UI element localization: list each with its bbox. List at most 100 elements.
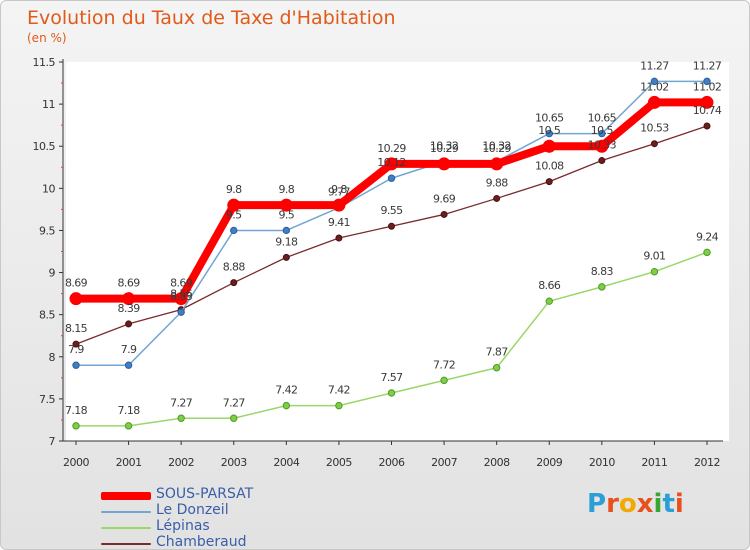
data-label-le-donzeil: 10.32 xyxy=(430,139,459,152)
data-label-sous-parsat: 8.69 xyxy=(170,277,193,290)
data-label-le-donzeil: 8.53 xyxy=(170,290,193,303)
x-tick-label: 2003 xyxy=(221,456,247,469)
data-label-lepinas: 9.24 xyxy=(696,230,719,243)
data-point-chamberaud xyxy=(335,234,343,242)
data-label-sous-parsat: 10.29 xyxy=(377,142,406,155)
data-label-lepinas: 7.18 xyxy=(65,404,88,417)
data-label-le-donzeil: 11.27 xyxy=(693,59,722,72)
data-point-sous-parsat xyxy=(332,198,346,212)
data-point-le-donzeil xyxy=(230,226,238,235)
data-point-lepinas xyxy=(387,389,396,397)
data-point-chamberaud xyxy=(650,140,658,148)
data-label-le-donzeil: 10.65 xyxy=(535,112,564,125)
data-label-chamberaud: 10.33 xyxy=(588,139,617,152)
data-label-le-donzeil: 10.65 xyxy=(588,112,617,125)
data-point-lepinas xyxy=(440,376,448,385)
data-point-le-donzeil xyxy=(545,129,553,138)
y-tick-label: 7.5 xyxy=(39,393,55,406)
x-tick-label: 2008 xyxy=(484,456,510,469)
data-label-sous-parsat: 8.69 xyxy=(118,277,141,290)
data-label-lepinas: 7.72 xyxy=(433,358,455,371)
data-point-chamberaud xyxy=(125,320,133,328)
legend-swatch-lepinas xyxy=(101,527,151,529)
data-label-chamberaud: 9.18 xyxy=(275,235,298,248)
data-point-lepinas xyxy=(598,283,606,291)
data-label-sous-parsat: 9.8 xyxy=(226,183,242,196)
y-tick-label: 10 xyxy=(42,182,55,195)
plot-area xyxy=(66,62,729,441)
data-label-le-donzeil: 7.9 xyxy=(68,343,84,356)
data-label-sous-parsat: 11.02 xyxy=(693,80,722,93)
y-tick-label: 7 xyxy=(49,435,56,448)
data-point-sous-parsat xyxy=(490,157,504,171)
chart-title: Evolution du Taux de Taxe d'Habitation xyxy=(27,7,396,29)
y-tick-label: 10.5 xyxy=(33,140,56,153)
data-label-chamberaud: 9.55 xyxy=(380,204,403,217)
data-point-sous-parsat xyxy=(227,198,241,212)
data-point-chamberaud xyxy=(493,194,501,202)
data-point-sous-parsat xyxy=(174,292,188,306)
chart-subtitle: (en %) xyxy=(27,31,67,45)
data-label-chamberaud: 10.74 xyxy=(693,104,722,117)
legend-swatch-chamberaud xyxy=(101,543,151,545)
data-label-le-donzeil: 10.12 xyxy=(377,156,406,169)
data-point-chamberaud xyxy=(282,253,290,261)
data-label-chamberaud: 10.53 xyxy=(640,122,669,135)
data-label-le-donzeil: 11.27 xyxy=(640,59,669,72)
data-label-chamberaud: 10.08 xyxy=(535,160,564,173)
data-point-lepinas xyxy=(177,414,185,422)
data-point-sous-parsat xyxy=(385,157,398,171)
data-point-lepinas xyxy=(282,401,291,410)
proxiti-logo: Proxiti xyxy=(587,489,684,519)
data-label-lepinas: 8.83 xyxy=(591,265,614,278)
data-point-lepinas xyxy=(230,414,238,422)
data-point-sous-parsat xyxy=(122,292,136,306)
data-point-sous-parsat xyxy=(69,292,83,306)
data-point-lepinas xyxy=(703,248,711,257)
data-label-sous-parsat: 10.29 xyxy=(430,142,459,155)
legend-label-le-donzeil: Le Donzeil xyxy=(156,502,229,518)
x-tick-label: 2001 xyxy=(116,456,142,469)
data-label-sous-parsat: 9.8 xyxy=(331,183,347,196)
data-label-sous-parsat: 11.02 xyxy=(640,80,669,93)
data-point-lepinas xyxy=(545,297,553,305)
data-point-chamberaud xyxy=(545,178,553,186)
data-label-chamberaud: 8.88 xyxy=(223,261,246,274)
x-tick-label: 2007 xyxy=(431,456,457,469)
data-label-lepinas: 7.42 xyxy=(328,384,350,397)
x-tick-label: 2011 xyxy=(641,456,667,469)
data-label-le-donzeil: 9.5 xyxy=(278,208,294,221)
data-label-sous-parsat: 10.29 xyxy=(482,142,511,155)
data-point-sous-parsat xyxy=(542,139,556,153)
data-label-chamberaud: 8.15 xyxy=(65,322,88,335)
data-label-lepinas: 7.42 xyxy=(275,384,297,397)
y-tick-label: 11 xyxy=(42,98,55,111)
data-label-chamberaud: 9.69 xyxy=(433,192,456,205)
y-tick-label: 11.5 xyxy=(33,56,56,69)
legend-swatch-sous-parsat xyxy=(101,492,151,500)
data-point-lepinas xyxy=(72,422,80,430)
data-point-le-donzeil xyxy=(387,174,396,182)
data-label-lepinas: 7.27 xyxy=(223,396,246,409)
data-point-chamberaud xyxy=(598,157,606,165)
data-point-lepinas xyxy=(492,364,501,372)
data-label-chamberaud: 8.39 xyxy=(118,302,141,315)
data-point-sous-parsat xyxy=(279,198,293,212)
data-point-sous-parsat xyxy=(595,139,609,153)
data-point-sous-parsat xyxy=(437,157,451,171)
x-tick-label: 2005 xyxy=(326,456,352,469)
data-point-lepinas xyxy=(650,268,659,276)
data-point-le-donzeil xyxy=(650,77,659,86)
data-point-le-donzeil xyxy=(72,361,80,369)
data-label-lepinas: 7.27 xyxy=(170,396,193,409)
y-tick-label: 8 xyxy=(49,351,56,364)
data-label-sous-parsat: 8.69 xyxy=(65,277,88,290)
legend-label-lepinas: Lépinas xyxy=(156,518,210,534)
data-label-chamberaud: 8.56 xyxy=(170,288,193,301)
legend-swatch-le-donzeil xyxy=(101,511,151,513)
x-tick-label: 2012 xyxy=(694,456,720,469)
data-label-le-donzeil: 9.77 xyxy=(328,186,351,199)
x-tick-label: 2006 xyxy=(379,456,405,469)
data-label-lepinas: 8.66 xyxy=(538,279,561,292)
